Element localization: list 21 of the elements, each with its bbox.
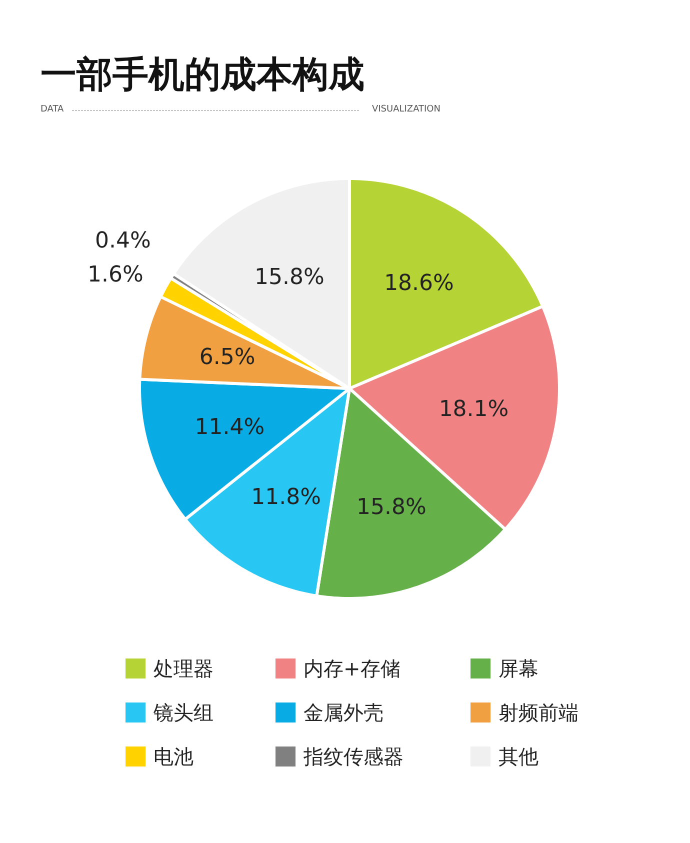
data-label: 18.6% [384,270,454,296]
data-label: 15.8% [254,265,324,290]
data-label: 15.8% [356,494,426,520]
legend-label: 指纹传感器 [302,744,404,768]
legend-label: 金属外壳 [304,700,384,724]
legend-label: 其他 [498,744,538,768]
legend-label: 屏幕 [498,656,538,680]
text: VISUALIZATION [372,104,441,114]
data-label: 1.6% [88,262,144,288]
chart-title: 一部手机的成本构成 [40,54,364,96]
legend-label: 电池 [154,744,194,768]
data-label: 11.4% [194,414,265,440]
legend-label: 内存+存储 [304,656,400,680]
data-label: 18.1% [438,396,509,422]
data-label: 11.8% [251,484,321,510]
data-label: 6.5% [199,345,256,370]
legend-label: 处理器 [154,656,214,680]
text: DATA [40,104,65,114]
legend-label: 射频前端 [498,700,578,724]
legend-label: 镜头组 [152,700,214,724]
data-label: 0.4% [95,228,151,254]
